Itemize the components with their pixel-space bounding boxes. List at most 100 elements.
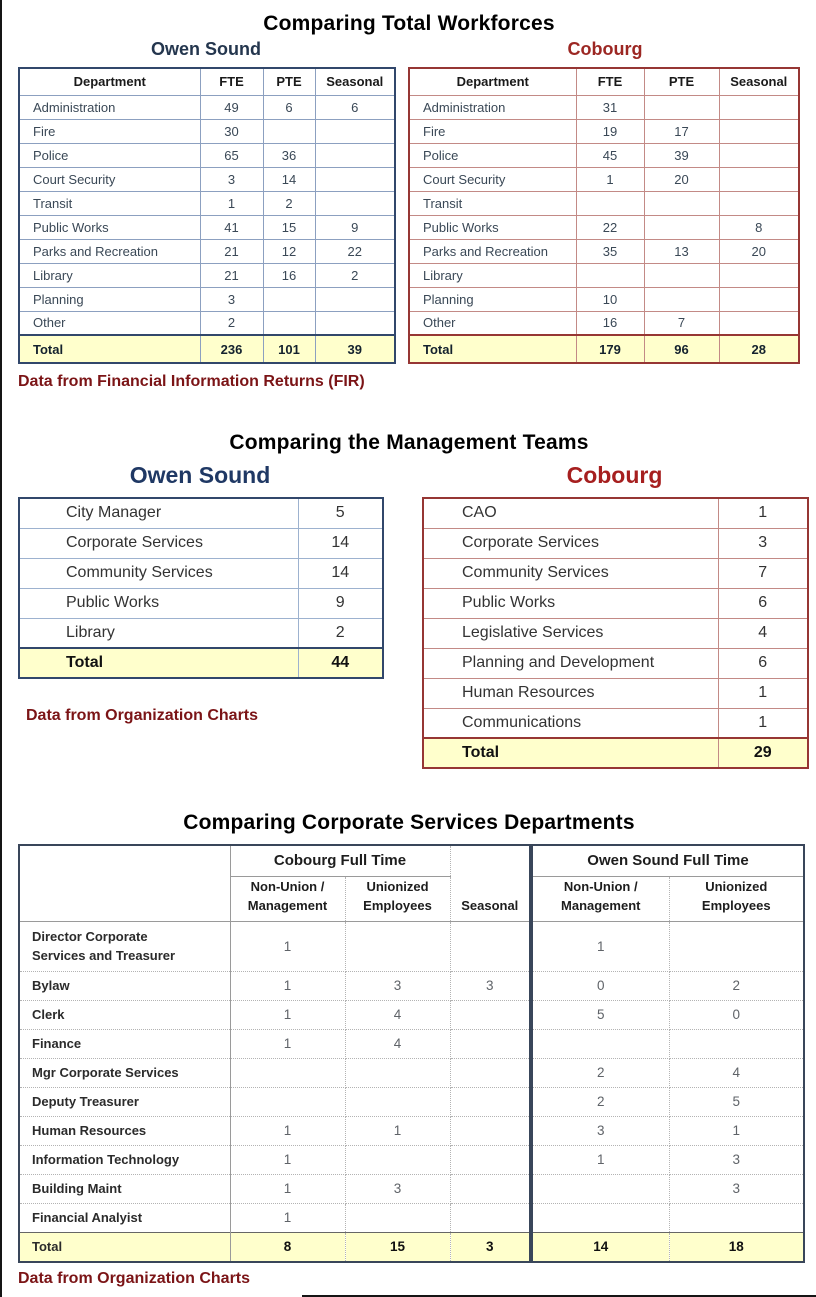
table-row: Court Security 3 14 bbox=[18, 166, 396, 192]
table-row: Police 45 39 bbox=[408, 142, 800, 168]
section2-cobourg-column: Cobourg CAO 1 Corporate Services 3 Community… bbox=[422, 462, 809, 769]
value-cell bbox=[643, 262, 720, 288]
value-cell: 20 bbox=[643, 166, 720, 192]
value-cell: 0 bbox=[531, 970, 670, 1001]
value-cell: 4 bbox=[344, 999, 451, 1030]
value-cell bbox=[668, 1028, 805, 1059]
value-cell bbox=[314, 310, 396, 336]
value-cell: 10 bbox=[575, 286, 645, 312]
department-cell: Bylaw bbox=[18, 970, 231, 1001]
department-cell: Public Works bbox=[18, 214, 201, 240]
column-header: Unionized Employees bbox=[344, 875, 451, 922]
total-value: 96 bbox=[643, 334, 720, 364]
value-cell bbox=[449, 999, 531, 1030]
value-cell: 12 bbox=[262, 238, 316, 264]
value-cell bbox=[531, 1173, 670, 1204]
table-row: Transit bbox=[408, 190, 800, 216]
value-cell: 3 bbox=[717, 527, 809, 559]
department-cell: Library bbox=[408, 262, 577, 288]
table-row: Parks and Recreation 21 12 22 bbox=[18, 238, 396, 264]
table-total: Total 29 bbox=[422, 737, 809, 769]
owen-sound-heading: Owen Sound bbox=[129, 462, 271, 488]
table-row: Total 236 101 39 bbox=[18, 334, 396, 364]
table-total: Total 8 15 3 bbox=[18, 1231, 531, 1263]
value-cell: 17 bbox=[643, 118, 720, 144]
table-body: Administration 49 6 6 Fire 30 Police 65 36 Court … bbox=[18, 94, 396, 336]
column-header: FTE bbox=[575, 67, 645, 96]
department-cell: Police bbox=[408, 142, 577, 168]
table-row: Non-Union / Management Unionized Employee… bbox=[19, 875, 530, 922]
table-row: Total 8 15 3 bbox=[18, 1231, 531, 1263]
value-cell: 3 bbox=[531, 1115, 670, 1146]
value-cell bbox=[262, 310, 316, 336]
table-row: Court Security 1 20 bbox=[408, 166, 800, 192]
value-cell: 20 bbox=[718, 238, 800, 264]
total-value: 236 bbox=[199, 334, 264, 364]
column-header: Non-Union / Management bbox=[229, 875, 346, 922]
table-row: Library 21 16 2 bbox=[18, 262, 396, 288]
table-row: Parks and Recreation 35 13 20 bbox=[408, 238, 800, 264]
department-cell: Parks and Recreation bbox=[408, 238, 577, 264]
section3-tables: Cobourg Full Time Seasonal Non-Union / Man… bbox=[18, 844, 805, 1263]
value-cell: 3 bbox=[449, 970, 531, 1001]
value-cell: 30 bbox=[199, 118, 264, 144]
table-row: Total 179 96 28 bbox=[408, 334, 800, 364]
department-cell: Other bbox=[408, 310, 577, 336]
value-cell: 1 bbox=[229, 1202, 346, 1233]
cobourg-management-table: CAO 1 Corporate Services 3 Community Service… bbox=[422, 497, 809, 769]
value-cell: 1 bbox=[229, 970, 346, 1001]
total-value: 101 bbox=[262, 334, 316, 364]
value-cell: 36 bbox=[262, 142, 316, 168]
table-body: CAO 1 Corporate Services 3 Community Service… bbox=[422, 497, 809, 739]
corner-cell bbox=[18, 844, 231, 922]
value-cell: 6 bbox=[262, 94, 316, 120]
value-cell: 35 bbox=[575, 238, 645, 264]
value-cell bbox=[449, 1057, 531, 1088]
value-cell: 16 bbox=[262, 262, 316, 288]
value-cell: 41 bbox=[199, 214, 264, 240]
department-cell: Human Resources bbox=[18, 1115, 231, 1146]
value-cell bbox=[718, 94, 800, 120]
value-cell: 1 bbox=[717, 707, 809, 739]
value-cell: 1 bbox=[199, 190, 264, 216]
department-cell: Planning bbox=[18, 286, 201, 312]
owen-sound-heading: Owen Sound bbox=[151, 39, 261, 59]
department-cell: Administration bbox=[408, 94, 577, 120]
value-cell bbox=[643, 190, 720, 216]
table-row: Corporate Services 3 bbox=[422, 527, 809, 559]
value-cell: 1 bbox=[229, 1115, 346, 1146]
table-row bbox=[531, 1202, 805, 1233]
table-row: Bylaw 1 3 3 bbox=[18, 970, 531, 1001]
value-cell: 9 bbox=[314, 214, 396, 240]
table-total: 14 18 bbox=[531, 1231, 805, 1263]
department-cell: Fire bbox=[408, 118, 577, 144]
table-total: Total 179 96 28 bbox=[408, 334, 800, 364]
value-cell bbox=[643, 214, 720, 240]
table-row: Communications 1 bbox=[422, 707, 809, 739]
owen-sound-corporate-services-table: Owen Sound Full Time Non-Union / Manageme… bbox=[531, 844, 805, 1263]
table-row: Other 16 7 bbox=[408, 310, 800, 336]
table-row: Human Resources 1 1 bbox=[18, 1115, 531, 1146]
value-cell: 1 bbox=[229, 920, 346, 972]
value-cell: 15 bbox=[262, 214, 316, 240]
value-cell: 1 bbox=[229, 1144, 346, 1175]
section2-owen-column: Owen Sound City Manager 5 Corporate Servic… bbox=[18, 462, 384, 725]
column-header: Seasonal bbox=[718, 67, 800, 96]
page-edge-line bbox=[302, 1295, 816, 1297]
value-cell: 22 bbox=[314, 238, 396, 264]
table-row: Public Works 22 8 bbox=[408, 214, 800, 240]
value-cell bbox=[229, 1057, 346, 1088]
value-cell bbox=[531, 1202, 670, 1233]
value-cell: 1 bbox=[668, 1115, 805, 1146]
value-cell: 7 bbox=[717, 557, 809, 589]
value-cell: 14 bbox=[262, 166, 316, 192]
table-header: Department FTE PTE Seasonal bbox=[408, 67, 800, 96]
department-cell: Communications bbox=[422, 707, 719, 739]
table-row: Non-Union / Management Unionized Employee… bbox=[531, 875, 805, 922]
table-row: 1 bbox=[531, 920, 805, 972]
section3-title: Comparing Corporate Services Departments bbox=[183, 811, 635, 834]
table-row: Fire 30 bbox=[18, 118, 396, 144]
table-row: 14 18 bbox=[531, 1231, 805, 1263]
